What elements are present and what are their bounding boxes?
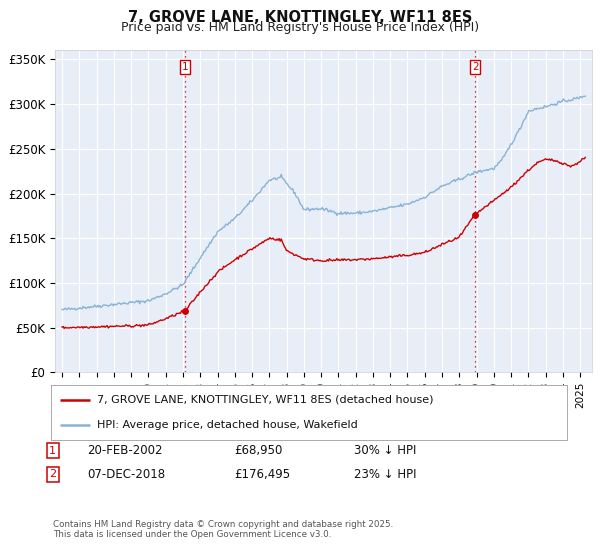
- Text: 20-FEB-2002: 20-FEB-2002: [87, 444, 163, 458]
- Text: 1: 1: [182, 62, 188, 72]
- Text: Price paid vs. HM Land Registry's House Price Index (HPI): Price paid vs. HM Land Registry's House …: [121, 21, 479, 34]
- Text: 23% ↓ HPI: 23% ↓ HPI: [354, 468, 416, 481]
- Text: Contains HM Land Registry data © Crown copyright and database right 2025.
This d: Contains HM Land Registry data © Crown c…: [53, 520, 393, 539]
- Text: 30% ↓ HPI: 30% ↓ HPI: [354, 444, 416, 458]
- Text: £176,495: £176,495: [234, 468, 290, 481]
- Text: £68,950: £68,950: [234, 444, 283, 458]
- Text: 1: 1: [49, 446, 56, 456]
- Text: 2: 2: [49, 469, 56, 479]
- Text: HPI: Average price, detached house, Wakefield: HPI: Average price, detached house, Wake…: [97, 420, 358, 430]
- Text: 7, GROVE LANE, KNOTTINGLEY, WF11 8ES (detached house): 7, GROVE LANE, KNOTTINGLEY, WF11 8ES (de…: [97, 395, 434, 404]
- Text: 07-DEC-2018: 07-DEC-2018: [87, 468, 165, 481]
- Text: 7, GROVE LANE, KNOTTINGLEY, WF11 8ES: 7, GROVE LANE, KNOTTINGLEY, WF11 8ES: [128, 10, 472, 25]
- Text: 2: 2: [472, 62, 478, 72]
